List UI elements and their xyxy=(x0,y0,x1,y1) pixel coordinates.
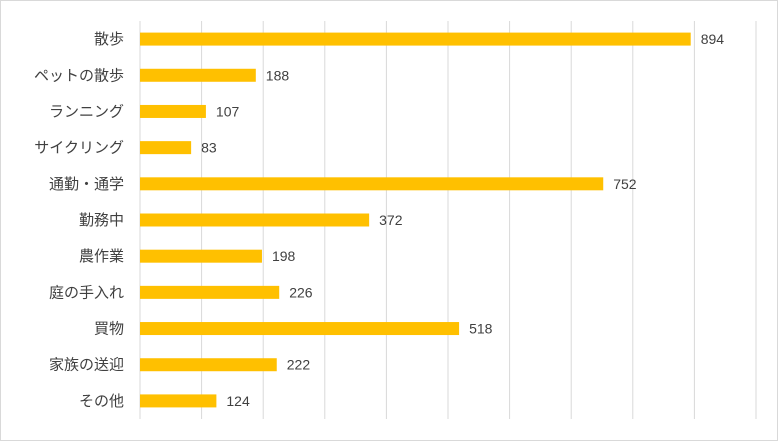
data-label: 752 xyxy=(613,176,637,192)
category-label: 散歩 xyxy=(94,30,124,48)
bar xyxy=(140,68,256,82)
bar xyxy=(140,177,604,191)
bar xyxy=(140,249,262,263)
category-label: ペットの散歩 xyxy=(34,66,124,84)
bar xyxy=(140,213,370,227)
data-label: 226 xyxy=(289,284,313,300)
category-label: 勤務中 xyxy=(79,211,124,229)
category-label: その他 xyxy=(79,392,124,410)
bar xyxy=(140,394,217,408)
data-label: 518 xyxy=(469,321,493,337)
data-label: 222 xyxy=(287,357,311,373)
category-label: サイクリング xyxy=(34,139,124,157)
data-label: 894 xyxy=(701,31,725,47)
category-label: 農作業 xyxy=(79,247,124,265)
bar xyxy=(140,285,280,299)
bar xyxy=(140,322,460,336)
bar xyxy=(140,104,206,118)
category-label: 家族の送迎 xyxy=(49,356,124,374)
category-label: 庭の手入れ xyxy=(49,283,124,301)
data-label: 188 xyxy=(266,67,290,83)
data-label: 83 xyxy=(201,140,217,156)
category-label: 通勤・通学 xyxy=(49,175,124,193)
data-label: 372 xyxy=(379,212,403,228)
bar xyxy=(140,358,277,372)
data-label: 107 xyxy=(216,103,240,119)
data-label: 198 xyxy=(272,248,296,264)
data-label: 124 xyxy=(226,393,250,409)
category-label: 買物 xyxy=(94,320,124,338)
bar xyxy=(140,141,192,155)
bar xyxy=(140,32,691,46)
category-label: ランニング xyxy=(49,102,124,120)
